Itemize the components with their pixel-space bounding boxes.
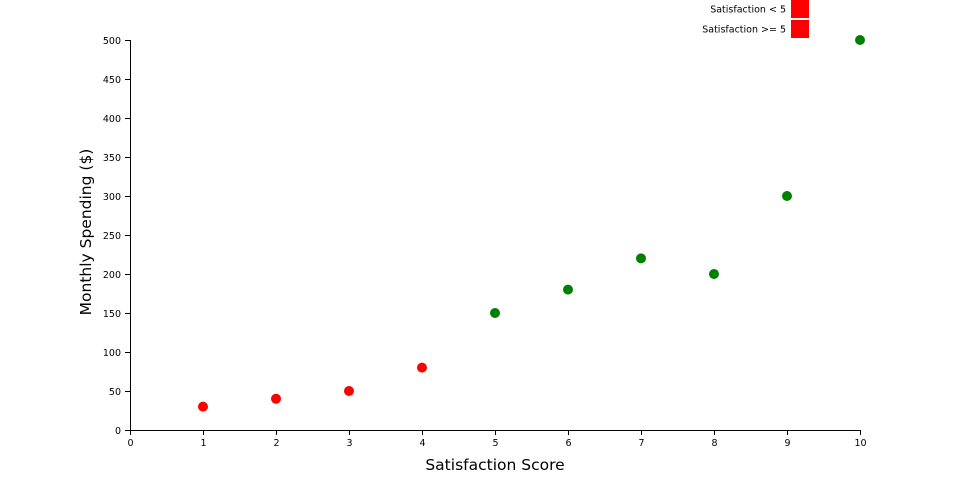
x-tick-label: 10 (854, 438, 866, 449)
x-tick-label: 3 (346, 438, 352, 449)
data-point (417, 362, 427, 373)
y-tick-label: 500 (103, 36, 121, 47)
y-tick-label: 0 (115, 426, 121, 437)
data-point (271, 393, 281, 404)
data-point (855, 35, 865, 45)
legend: Satisfaction < 5 Satisfaction >= 5 (702, 0, 809, 38)
axes: 0 1 2 3 4 5 6 7 8 9 10 0 50 100 150 200 250 300 350 400 450… (103, 36, 867, 449)
y-axis-title: Monthly Spending ($) (77, 149, 95, 316)
y-axis-ticks: 0 50 100 150 200 250 300 350 400 450 500 (103, 36, 130, 437)
y-tick-label: 50 (109, 387, 121, 398)
legend-swatch (791, 20, 809, 38)
x-tick-label: 6 (565, 438, 571, 449)
x-tick-label: 4 (419, 438, 425, 449)
x-tick-label: 7 (638, 438, 644, 449)
data-point (636, 253, 646, 264)
x-axis-title: Satisfaction Score (425, 456, 564, 474)
data-point (563, 284, 573, 295)
x-tick-label: 8 (711, 438, 717, 449)
data-point (782, 191, 792, 201)
y-tick-label: 450 (103, 75, 121, 86)
x-tick-label: 2 (273, 438, 279, 449)
x-tick-label: 9 (784, 438, 790, 449)
y-tick-label: 250 (103, 231, 121, 242)
y-tick-label: 300 (103, 192, 121, 203)
data-point (490, 308, 500, 318)
legend-label: Satisfaction < 5 (710, 5, 786, 16)
legend-swatch (791, 0, 809, 18)
y-tick-label: 400 (103, 114, 121, 125)
y-tick-label: 200 (103, 270, 121, 281)
x-tick-label: 0 (127, 438, 133, 449)
data-points (198, 35, 865, 412)
data-point (709, 269, 719, 279)
y-tick-label: 150 (103, 309, 121, 320)
x-axis-ticks: 0 1 2 3 4 5 6 7 8 9 10 (127, 430, 867, 449)
y-tick-label: 100 (103, 348, 121, 359)
data-point (344, 386, 354, 396)
x-tick-label: 5 (492, 438, 498, 449)
legend-label: Satisfaction >= 5 (702, 25, 786, 36)
x-tick-label: 1 (200, 438, 206, 449)
y-tick-label: 350 (103, 153, 121, 164)
data-point (198, 401, 208, 412)
